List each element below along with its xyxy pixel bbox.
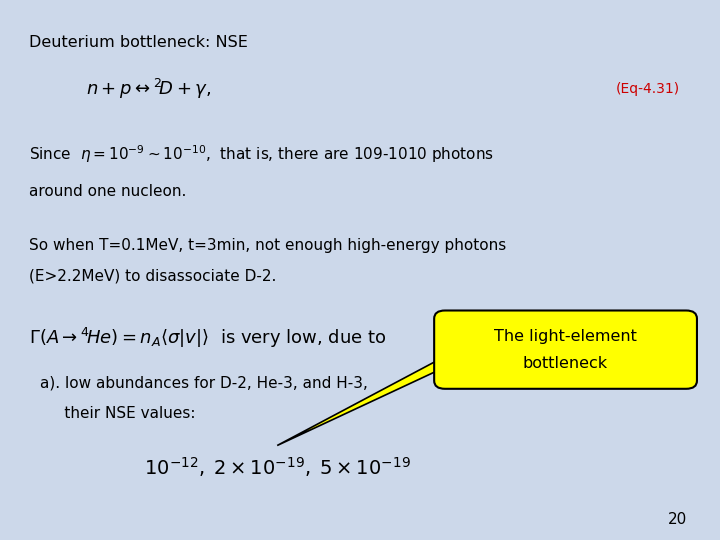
Text: So when T=0.1MeV, t=3min, not enough high-energy photons: So when T=0.1MeV, t=3min, not enough hig… [29, 238, 506, 253]
Text: $n + p \leftrightarrow {}^{2}\!D + \gamma,$: $n + p \leftrightarrow {}^{2}\!D + \gamm… [86, 77, 212, 101]
Text: bottleneck: bottleneck [523, 356, 608, 370]
Text: Deuterium bottleneck: NSE: Deuterium bottleneck: NSE [29, 35, 248, 50]
Text: $10^{-12}, \; 2\times10^{-19}, \; 5\times10^{-19}$: $10^{-12}, \; 2\times10^{-19}, \; 5\time… [144, 455, 411, 479]
Text: $\Gamma(A \rightarrow {}^{4}\!He) = n_A\langle \sigma|v|\rangle$  is very low, d: $\Gamma(A \rightarrow {}^{4}\!He) = n_A\… [29, 326, 387, 349]
Text: around one nucleon.: around one nucleon. [29, 184, 186, 199]
Text: a). low abundances for D-2, He-3, and H-3,: a). low abundances for D-2, He-3, and H-… [40, 376, 367, 391]
FancyBboxPatch shape [434, 310, 697, 389]
Text: The light-element: The light-element [494, 329, 637, 343]
Text: (E>2.2MeV) to disassociate D-2.: (E>2.2MeV) to disassociate D-2. [29, 269, 276, 284]
Text: (Eq-4.31): (Eq-4.31) [616, 82, 680, 96]
Text: Since  $\eta = 10^{-9} \sim 10^{-10}$,  that is, there are 109-1010 photons: Since $\eta = 10^{-9} \sim 10^{-10}$, th… [29, 143, 494, 165]
Text: their NSE values:: their NSE values: [40, 406, 195, 421]
Text: 20: 20 [668, 511, 688, 526]
Polygon shape [277, 356, 445, 446]
